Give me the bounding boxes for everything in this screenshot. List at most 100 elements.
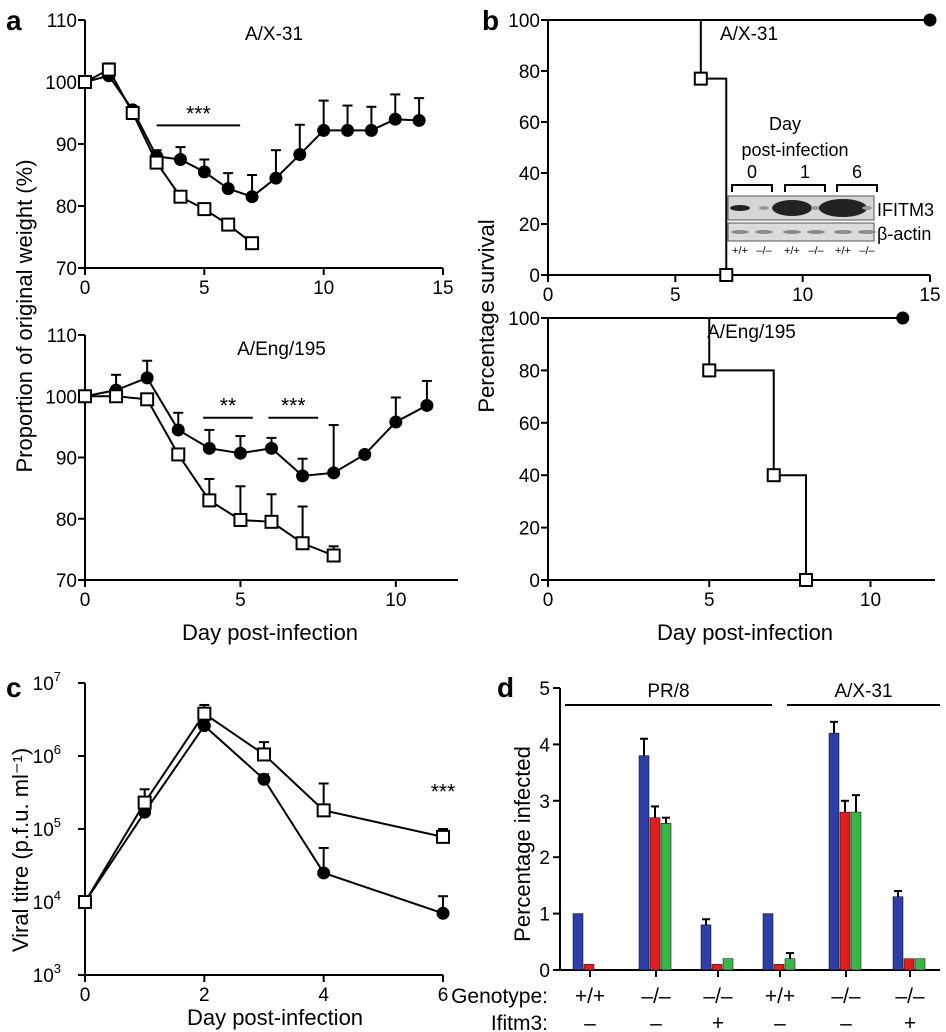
ifitm3-label: – [584, 1012, 596, 1032]
data-point-circle-a-top [197, 165, 211, 179]
chart-c: 103 104 105 106 107 0 2 4 6 *** [33, 669, 456, 1006]
data-point-circle-a-bottom [389, 415, 403, 429]
ylabel-panel-d: Percentage infected [510, 746, 535, 942]
data-point-square-b-bottom [799, 573, 813, 587]
data-point-circle-a-top [269, 171, 283, 185]
y-tick-label-b-top: 40 [519, 164, 540, 185]
significance-label-a-bottom: *** [281, 395, 306, 418]
data-point-circle-a-top [293, 148, 307, 162]
x-tick-label-c: 2 [199, 985, 210, 1006]
data-point-square-a-top [221, 217, 236, 232]
y-tick-label-a-top: 80 [56, 197, 77, 218]
significance-label-a-bottom: ** [220, 395, 236, 418]
series-line-c [84, 712, 444, 903]
y-tick-label-a-top: 110 [47, 11, 77, 32]
x-tick-label-a-top: 15 [432, 278, 453, 299]
x-tick-label-b-bottom: 5 [704, 590, 715, 611]
panel-label-a: a [6, 5, 22, 36]
panel-label-c: c [6, 672, 22, 703]
series-line-a-top [84, 68, 253, 244]
data-point-square-c [137, 795, 152, 810]
genotype-label: –/– [831, 985, 861, 1008]
xlabel-panel-a: Day post-infection [182, 620, 358, 645]
survival-curve-b-top [548, 19, 728, 275]
y-tick-label-b-top: 80 [519, 62, 540, 83]
bar-d [903, 958, 915, 971]
y-tick-label-b-bottom: 0 [529, 571, 540, 592]
inset-bracket [784, 184, 826, 192]
y-tick-label-d: 2 [539, 848, 550, 869]
data-point-circle-a-bottom [358, 447, 372, 461]
data-point-circle-c [197, 719, 211, 733]
data-point-circle-a-bottom [171, 423, 185, 437]
series-line-a-bottom [84, 376, 428, 477]
data-point-circle-a-bottom [233, 446, 247, 460]
data-point-circle-a-top [245, 190, 259, 204]
data-point-circle-a-bottom [202, 441, 216, 455]
inset-genotype-label: +/+ [784, 245, 800, 257]
y-tick-label-a-top: 70 [56, 259, 77, 280]
y-tick-label-d: 4 [539, 735, 550, 756]
y-tick-label-b-top: 100 [508, 11, 540, 32]
data-point-square-b-bottom [702, 363, 717, 378]
x-tick-label-b-top: 0 [543, 285, 554, 306]
bar-d [572, 913, 584, 971]
inset-actin-band [731, 230, 749, 234]
group-label-d: PR/8 [647, 681, 689, 702]
data-point-square-c [436, 829, 450, 844]
data-point-circle-c [257, 772, 271, 786]
inset-actin-band [858, 230, 876, 234]
chart-title-a-top: A/X-31 [245, 24, 303, 45]
inset-ifitm3-band [772, 200, 812, 216]
x-tick-label-a-top: 0 [80, 278, 91, 299]
bar-d [722, 958, 734, 971]
panel-label-b: b [482, 5, 499, 36]
bar-d [583, 964, 595, 971]
x-tick-label-c: 0 [80, 985, 91, 1006]
y-tick-label-a-bottom: 70 [56, 571, 77, 592]
bar-d [638, 755, 650, 971]
inset-actin-band [783, 230, 801, 234]
y-tick-label-a-bottom: 110 [47, 326, 77, 347]
data-point-square-b-top [693, 71, 708, 86]
inset-genotype-label: +/+ [835, 245, 851, 257]
chart-a-top: 70 80 90 100 110 0 5 10 15 A/X-31 *** [45, 11, 453, 299]
inset-ifitm3-band [759, 206, 769, 210]
ylabel-panel-a: Proportion of original weight (%) [12, 159, 37, 472]
chart-d: 0 1 2 3 4 5 +/+ – –/– – –/– + +/+ – –/– – –/– + Genotype: I… [451, 679, 940, 1032]
xlabel-panel-b: Day post-infection [657, 620, 833, 645]
y-tick-label-d: 3 [539, 792, 550, 813]
inset-band-label-ifitm3: IFITM3 [877, 200, 934, 220]
inset-actin-band [807, 230, 825, 234]
data-point-square-c [257, 747, 271, 762]
genotype-label: +/+ [575, 985, 605, 1008]
data-point-square-c [78, 895, 92, 909]
inset-bracket [836, 184, 878, 192]
data-point-circle-b-top [923, 13, 937, 27]
y-tick-label-b-bottom: 60 [519, 414, 540, 435]
data-point-square-a-bottom [171, 447, 186, 462]
data-point-circle-a-bottom [327, 466, 341, 480]
data-point-square-a-top [78, 75, 92, 89]
x-tick-label-a-bottom: 10 [385, 590, 406, 611]
inset-ifitm3-band [819, 199, 867, 217]
inset-ifitm3-band [811, 206, 821, 210]
data-point-circle-a-bottom [265, 441, 278, 455]
bar-d [660, 823, 672, 971]
data-point-circle-a-top [173, 153, 187, 166]
y-tick-label-d: 0 [539, 961, 550, 982]
inset-day-label: 1 [800, 162, 810, 182]
inset-day-label: 6 [852, 162, 862, 182]
data-point-square-a-bottom [140, 392, 155, 407]
x-tick-label-a-bottom: 0 [80, 590, 91, 611]
chart-b-bottom: 0 20 40 60 80 100 0 5 10 A/Eng/195 [508, 309, 935, 611]
data-point-circle-a-top [221, 182, 235, 196]
ifitm3-label: – [650, 1012, 662, 1032]
significance-label-c: *** [431, 781, 456, 804]
data-point-square-a-top [173, 189, 188, 204]
data-point-circle-c [317, 866, 331, 880]
bar-d [914, 958, 926, 971]
data-point-square-a-bottom [78, 389, 92, 404]
